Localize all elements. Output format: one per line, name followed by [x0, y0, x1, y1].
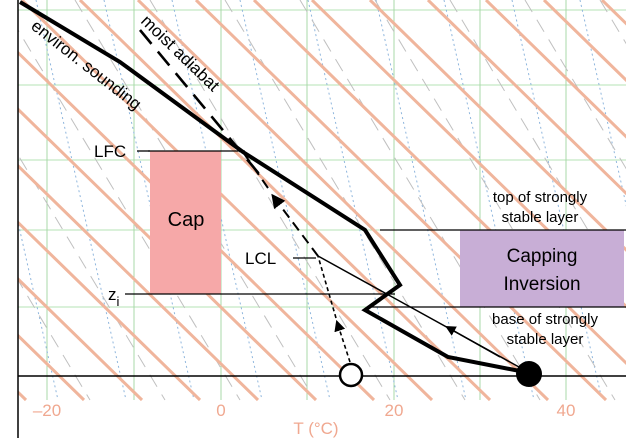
top-layer-label-1: top of strongly [493, 189, 588, 206]
lcl-label: LCL [245, 249, 276, 268]
moist-adiabat-line [524, 0, 626, 170]
mixing-ratio-line [103, 0, 195, 401]
moist-adiabat-line [18, 154, 166, 401]
capping-inversion-label-2: Inversion [503, 274, 580, 295]
moist-adiabat-line [18, 29, 241, 401]
cap-box [150, 151, 221, 294]
dry-adiabat-line [18, 107, 318, 402]
mixing-ratio-line [511, 0, 603, 401]
parcel-dry-path-upper [317, 255, 337, 319]
dry-adiabat-line [20, 0, 434, 402]
parcel-dewpoint-circle [338, 362, 364, 388]
moist-adiabat-line [0, 0, 15, 400]
dry-adiabat-line [78, 0, 492, 402]
x-tick-0: 0 [216, 401, 225, 420]
moist-adiabat-line [374, 0, 616, 401]
cap-label: Cap [168, 209, 205, 231]
top-layer-label-2: stable layer [502, 209, 579, 226]
capping-inversion-label-1: Capping [507, 246, 578, 267]
dry-adiabat-line [310, 0, 626, 309]
parcel-dry-path [334, 319, 351, 363]
x-tick-40: 40 [557, 401, 576, 420]
x-tick-minus20: –20 [33, 401, 61, 420]
x-tick-20: 20 [385, 401, 404, 420]
dry-adiabat-line [18, 276, 144, 402]
parcel-moist-path [271, 193, 319, 257]
zi-label: zi [108, 285, 120, 309]
mixing-ratio-line [443, 0, 535, 401]
dry-adiabat-line [18, 163, 260, 402]
x-axis-label: T (°C) [293, 419, 338, 438]
environmental-sounding [18, 0, 531, 375]
mixed-layer-arrow [445, 325, 501, 358]
moist-adiabat-line [299, 0, 541, 401]
mixing-ratio-line [35, 0, 127, 401]
parcel-moist-path-upper [242, 151, 269, 189]
dry-adiabat-line [252, 0, 626, 366]
moist-adiabat-line [149, 0, 391, 401]
mixing-ratio-line [18, 219, 59, 401]
base-layer-label-1: base of strongly [492, 311, 598, 328]
dry-adiabat-line [18, 220, 202, 402]
mixing-ratio-line [579, 0, 626, 207]
dry-adiabat-line [426, 0, 626, 196]
base-layer-label-2: stable layer [507, 331, 584, 348]
mixing-ratio-line [307, 0, 399, 401]
dry-adiabat-line [542, 0, 626, 83]
surface-temperature-dot [516, 361, 542, 387]
dry-adiabat-line [136, 0, 550, 402]
dry-adiabat-line [194, 0, 608, 402]
capping-inversion-box [460, 230, 624, 307]
moist-adiabat-curve [138, 29, 262, 176]
dry-adiabat-line [484, 0, 626, 139]
dry-adiabat-line [368, 0, 626, 252]
lfc-label: LFC [94, 142, 126, 161]
moist-adiabat-line [449, 0, 626, 295]
